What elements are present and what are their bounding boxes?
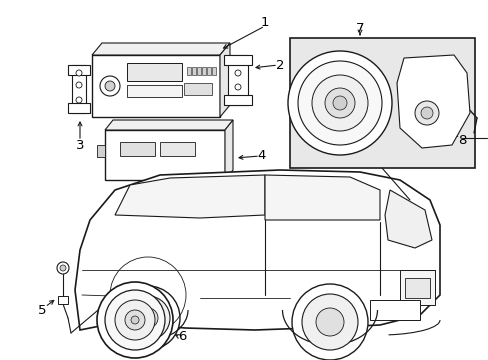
Circle shape (131, 316, 139, 324)
Bar (58, 296, 68, 304)
Circle shape (235, 70, 241, 76)
Text: 5: 5 (38, 303, 46, 316)
Circle shape (315, 308, 343, 336)
Polygon shape (396, 55, 469, 148)
Bar (68, 103, 90, 113)
Circle shape (420, 107, 432, 119)
Circle shape (76, 82, 82, 88)
Bar (224, 55, 251, 65)
Circle shape (302, 294, 357, 350)
Bar (399, 270, 434, 305)
Bar (97, 145, 105, 157)
Text: 6: 6 (178, 330, 186, 343)
Polygon shape (220, 43, 229, 117)
Circle shape (115, 300, 155, 340)
Polygon shape (384, 190, 431, 248)
Circle shape (125, 310, 145, 330)
Bar (224, 95, 251, 105)
Bar (186, 67, 191, 75)
Text: 3: 3 (76, 139, 84, 152)
Bar (127, 63, 182, 81)
Bar (404, 278, 429, 298)
Circle shape (126, 296, 170, 340)
Bar (202, 67, 205, 75)
Circle shape (297, 61, 381, 145)
Polygon shape (105, 120, 232, 130)
Circle shape (76, 70, 82, 76)
Circle shape (332, 96, 346, 110)
Text: 2: 2 (275, 59, 284, 72)
Bar (127, 85, 182, 97)
Circle shape (138, 308, 158, 328)
Circle shape (235, 84, 241, 90)
Circle shape (57, 262, 69, 274)
Polygon shape (264, 175, 379, 220)
Bar (206, 67, 210, 75)
Bar (68, 65, 90, 75)
Circle shape (60, 265, 66, 271)
Polygon shape (115, 175, 264, 218)
Polygon shape (224, 120, 232, 180)
Circle shape (287, 51, 391, 155)
Circle shape (325, 88, 354, 118)
Circle shape (100, 76, 120, 96)
Bar (92, 55, 220, 117)
Bar (192, 67, 196, 75)
Text: 4: 4 (257, 149, 265, 162)
Circle shape (116, 286, 180, 350)
Circle shape (97, 282, 173, 358)
Bar (197, 67, 201, 75)
Circle shape (105, 81, 115, 91)
Circle shape (414, 101, 438, 125)
Text: 1: 1 (260, 15, 269, 28)
Bar (105, 130, 224, 180)
Circle shape (291, 284, 367, 360)
Bar (160, 142, 195, 156)
Circle shape (311, 75, 367, 131)
Circle shape (105, 290, 164, 350)
Polygon shape (75, 170, 439, 330)
Bar (120, 142, 155, 156)
Text: 8: 8 (457, 134, 465, 147)
Polygon shape (92, 43, 229, 55)
Circle shape (76, 97, 82, 103)
Bar (183, 83, 212, 95)
Bar (72, 65, 86, 113)
Text: 7: 7 (355, 22, 364, 35)
Bar (212, 67, 216, 75)
Bar (227, 55, 247, 105)
Bar (369, 300, 419, 320)
Bar (289, 38, 474, 168)
